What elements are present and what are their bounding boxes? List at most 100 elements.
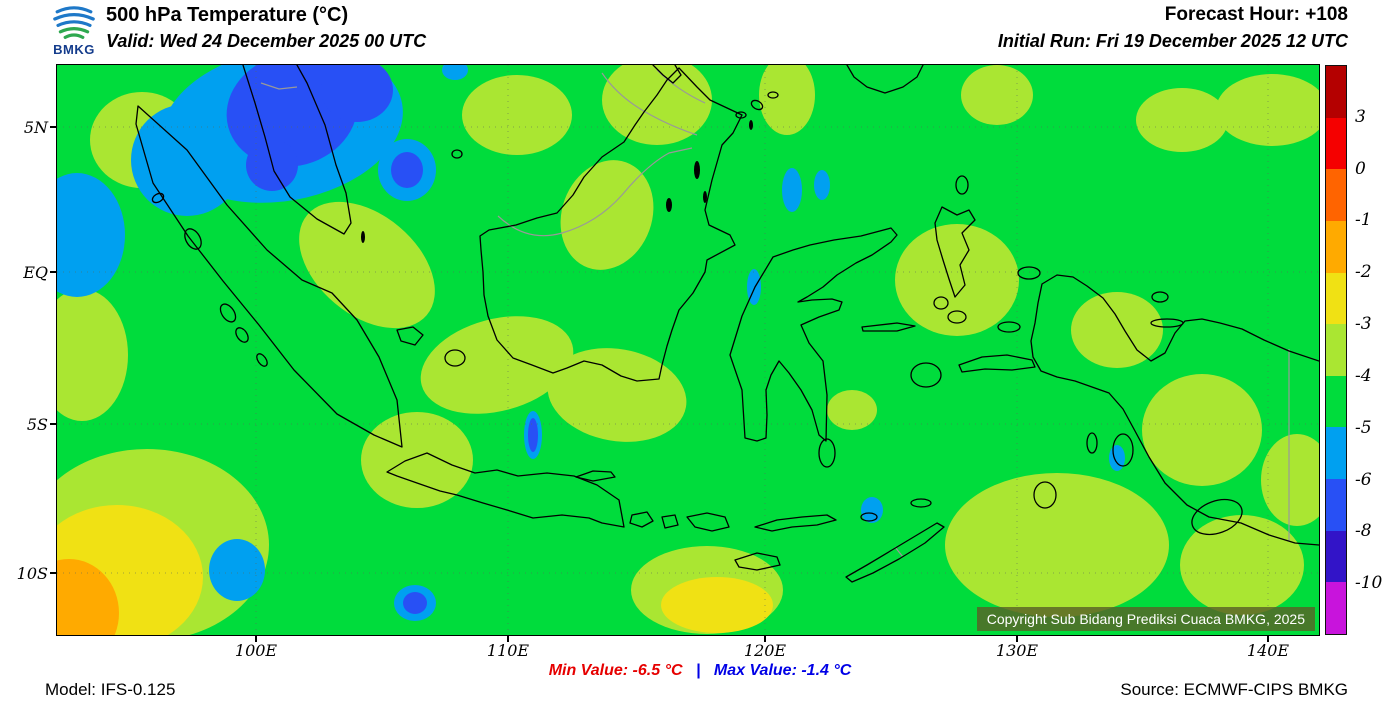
coastline-bangka <box>396 326 424 346</box>
lat-label-5n: 5N <box>23 118 48 137</box>
coastline-natuna <box>451 149 463 159</box>
coastline-obi <box>947 310 967 324</box>
min-max-line: Min Value: -6.5 °C | Max Value: -1.4 °C <box>0 662 1400 680</box>
min-max-separator: | <box>695 662 701 679</box>
valid-time-label: Valid: Wed 24 December 2025 00 UTC <box>106 31 427 51</box>
colorbar-segment <box>1326 375 1346 428</box>
axis-tick <box>50 271 56 273</box>
colorbar-segment <box>1326 427 1346 480</box>
coastline-sumba <box>734 552 781 571</box>
colorbar-tick-label: -10 <box>1355 573 1383 594</box>
coastline-sulawesi <box>729 227 898 442</box>
colorbar-segment <box>1326 272 1346 325</box>
bmkg-logo-text: BMKG <box>53 42 95 57</box>
colorbar-segment <box>1326 66 1346 118</box>
colorbar-tick-label: -6 <box>1355 469 1372 490</box>
colorbar-segment <box>1326 220 1346 273</box>
bmkg-logo: BMKG <box>46 2 102 62</box>
coastline-madura <box>575 470 616 482</box>
coastline-misool <box>997 321 1021 333</box>
lat-label-10s: 10S <box>16 564 48 583</box>
colorbar-segment <box>1326 324 1346 376</box>
colorbar-tick-label: -5 <box>1355 417 1372 438</box>
coastline-seram <box>958 354 1036 373</box>
coastline-simeulue <box>151 192 165 204</box>
terrain-specks <box>361 120 753 243</box>
lon-label-140e: 140E <box>1246 641 1290 660</box>
axis-tick <box>1267 636 1269 642</box>
coastline-papua <box>1030 274 1319 546</box>
lat-label-eq: EQ <box>23 263 48 282</box>
coastline-mindanao <box>846 65 924 94</box>
colorbar-tick-label: 0 <box>1355 158 1366 179</box>
coastline-tanimbar <box>1033 481 1057 509</box>
temperature-field-map <box>57 65 1319 635</box>
coastline-biak <box>1151 291 1169 303</box>
axis-tick <box>507 636 509 642</box>
coastline-halmahera <box>934 206 976 298</box>
colorbar-tick-label: 3 <box>1355 106 1366 127</box>
coastline-palawan-tip <box>652 65 682 84</box>
lon-label-100e: 100E <box>234 641 278 660</box>
model-label: Model: IFS-0.125 <box>45 680 176 699</box>
coastline-java <box>386 452 625 528</box>
colorbar-segment <box>1326 582 1346 635</box>
coastline-aru <box>1112 433 1134 467</box>
axis-tick <box>1016 636 1018 642</box>
min-value-label: Min Value: -6.5 °C <box>548 662 683 679</box>
coastline-mentawai-south <box>256 353 268 367</box>
coastline-malay-peninsula <box>242 65 352 235</box>
colorbar-tick-label: -8 <box>1355 521 1372 542</box>
temp-band-yellow-green-patches <box>57 65 1319 635</box>
axis-tick <box>50 423 56 425</box>
coastline-flores <box>754 514 837 532</box>
coastline-sulu-2 <box>767 91 779 99</box>
political-boundaries <box>260 69 1290 558</box>
colorbar-segment <box>1326 479 1346 531</box>
axis-tick <box>50 572 56 574</box>
lon-label-110e: 110E <box>486 641 530 660</box>
coastline-sula <box>861 322 916 332</box>
max-value-label: Max Value: -1.4 °C <box>713 662 852 679</box>
coastline-yapen <box>1150 318 1184 328</box>
map-gridlines <box>57 65 1319 635</box>
coastline-bali <box>629 511 654 528</box>
coastlines <box>135 65 1319 583</box>
coastline-kai <box>1086 432 1098 454</box>
coastline-buru <box>910 362 942 388</box>
coastline-lombok <box>661 514 679 529</box>
coastline-buton <box>818 438 836 468</box>
colorbar-segment <box>1326 117 1346 170</box>
coastline-sumbawa <box>686 512 730 532</box>
colorbar-segment <box>1326 169 1346 221</box>
weather-map: Copyright Sub Bidang Prediksi Cuaca BMKG… <box>56 64 1320 636</box>
forecast-hour-label: Forecast Hour: +108 <box>1164 4 1348 25</box>
temp-band-orange-patch <box>57 559 119 635</box>
coastline-siberut <box>219 303 237 323</box>
colorbar-segment <box>1326 530 1346 583</box>
colorbar <box>1325 65 1347 635</box>
colorbar-ticks: 3 0 -1 -2 -3 -4 -5 -6 -8 -10 <box>1355 65 1399 635</box>
lon-label-120e: 120E <box>743 641 787 660</box>
axis-tick <box>764 636 766 642</box>
axis-tick <box>255 636 257 642</box>
copyright-overlay: Copyright Sub Bidang Prediksi Cuaca BMKG… <box>976 607 1315 631</box>
colorbar-tick-label: -4 <box>1355 365 1372 386</box>
coastline-timor <box>845 522 945 583</box>
coastline-borneo <box>479 67 743 382</box>
lon-label-130e: 130E <box>995 641 1039 660</box>
coastline-belitung <box>444 349 466 367</box>
bmkg-logo-icon <box>53 6 95 39</box>
source-label: Source: ECMWF-CIPS BMKG <box>1120 680 1348 699</box>
initial-run-label: Initial Run: Fri 19 December 2025 12 UTC <box>997 31 1348 51</box>
coastline-sumatra <box>135 105 403 448</box>
lat-label-5s: 5S <box>26 415 48 434</box>
colorbar-tick-label: -3 <box>1355 314 1372 335</box>
coastline-waigeo <box>1017 266 1041 280</box>
coastline-alor <box>860 512 878 522</box>
colorbar-tick-label: -2 <box>1355 262 1372 283</box>
coastline-sulu-1 <box>750 99 764 111</box>
colorbar-tick-label: -1 <box>1355 210 1372 231</box>
temp-band-blue-patches <box>226 65 538 614</box>
